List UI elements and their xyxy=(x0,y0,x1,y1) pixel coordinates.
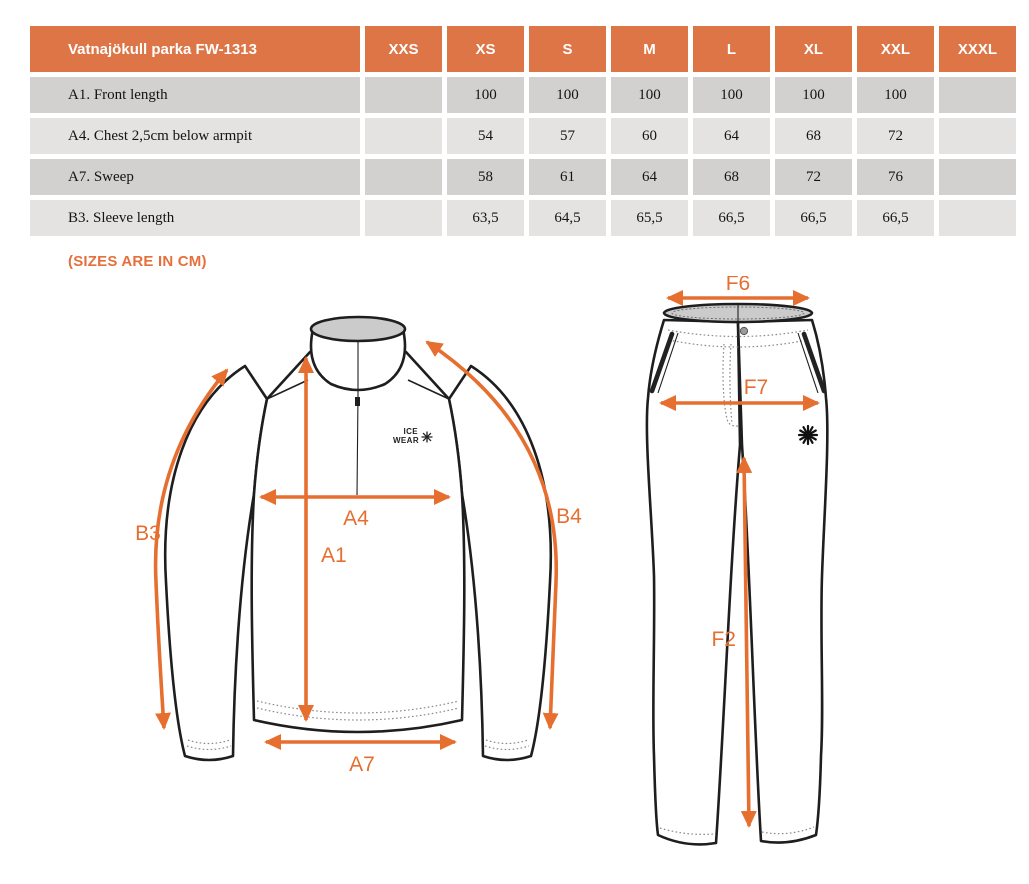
value-cell: 76 xyxy=(857,159,934,195)
fly-stitch xyxy=(729,343,733,425)
right-pocket-edge xyxy=(797,332,819,394)
label-a7: A7 xyxy=(349,753,375,776)
value-cell: 61 xyxy=(529,159,606,195)
right-pocket-opening xyxy=(801,331,827,394)
collar-opening xyxy=(309,315,407,343)
value-cell xyxy=(365,159,442,195)
row-label-sleeve-length: B3. Sleeve length xyxy=(30,200,360,236)
jacket-diagram: ICE WEAR A4 A1 B3 B4 A7 xyxy=(135,315,582,776)
waist-button xyxy=(739,326,749,336)
value-cell: 64 xyxy=(611,159,688,195)
value-cell xyxy=(939,77,1016,113)
arrow-b3 xyxy=(153,368,229,730)
waistband-stitch xyxy=(668,339,808,348)
value-cell: 68 xyxy=(693,159,770,195)
right-hem-stitch xyxy=(761,826,815,835)
value-cell xyxy=(939,159,1016,195)
arrow-b4 xyxy=(425,340,559,730)
zipper-line xyxy=(356,394,359,496)
left-hem-stitch xyxy=(659,827,715,835)
row-label-chest: A4. Chest 2,5cm below armpit xyxy=(30,118,360,154)
value-cell: 100 xyxy=(857,77,934,113)
hem-stitch xyxy=(256,707,460,721)
logo-text-wear: WEAR xyxy=(393,436,419,445)
size-table: Vatnajökull parka FW-1313 XXS XS S M L X… xyxy=(30,26,1016,236)
value-cell xyxy=(365,77,442,113)
label-f6: F6 xyxy=(726,276,751,295)
size-column-header-xxxl: XXXL xyxy=(939,26,1016,72)
pants-left-leg xyxy=(645,318,742,846)
crotch-seam xyxy=(737,321,741,446)
label-a4: A4 xyxy=(343,507,369,530)
measurement-diagrams: ICE WEAR A4 A1 B3 B4 A7 xyxy=(0,276,1029,884)
value-cell: 66,5 xyxy=(775,200,852,236)
left-cuff-stitch xyxy=(186,745,232,751)
value-cell: 64 xyxy=(693,118,770,154)
value-cell: 100 xyxy=(693,77,770,113)
label-b4: B4 xyxy=(556,505,582,528)
sizes-in-cm-note: (SIZES ARE IN CM) xyxy=(68,253,207,270)
table-title: Vatnajökull parka FW-1313 xyxy=(30,26,360,72)
label-f7: F7 xyxy=(744,376,769,399)
value-cell: 66,5 xyxy=(693,200,770,236)
snowflake-icon xyxy=(797,424,819,446)
value-cell: 65,5 xyxy=(611,200,688,236)
value-cell: 100 xyxy=(529,77,606,113)
size-column-header-xxs: XXS xyxy=(365,26,442,72)
logo-text-ice: ICE xyxy=(403,427,418,436)
value-cell: 54 xyxy=(447,118,524,154)
value-cell: 72 xyxy=(857,118,934,154)
waistband-stitch xyxy=(667,329,809,338)
size-column-header-l: L xyxy=(693,26,770,72)
value-cell: 100 xyxy=(611,77,688,113)
value-cell xyxy=(365,118,442,154)
value-cell: 68 xyxy=(775,118,852,154)
left-pocket-edge xyxy=(657,332,679,394)
value-cell: 60 xyxy=(611,118,688,154)
value-cell: 63,5 xyxy=(447,200,524,236)
value-cell xyxy=(939,118,1016,154)
value-cell: 66,5 xyxy=(857,200,934,236)
size-column-header-xs: XS xyxy=(447,26,524,72)
value-cell: 100 xyxy=(775,77,852,113)
logo-snowflake-icon xyxy=(421,431,433,443)
value-cell: 58 xyxy=(447,159,524,195)
arrow-f2 xyxy=(736,456,757,828)
right-cuff-stitch xyxy=(485,739,529,745)
size-column-header-xl: XL xyxy=(775,26,852,72)
fly-stitch xyxy=(722,343,739,427)
value-cell: 64,5 xyxy=(529,200,606,236)
right-cuff-stitch xyxy=(484,745,530,751)
pants-diagram: F6 F7 F2 xyxy=(645,276,829,846)
label-b3: B3 xyxy=(135,522,161,545)
row-label-front-length: A1. Front length xyxy=(30,77,360,113)
value-cell: 100 xyxy=(447,77,524,113)
value-cell: 57 xyxy=(529,118,606,154)
row-label-sweep: A7. Sweep xyxy=(30,159,360,195)
label-f2: F2 xyxy=(711,628,736,651)
hem-stitch xyxy=(256,700,460,714)
zipper-pull xyxy=(355,397,360,406)
value-cell: 72 xyxy=(775,159,852,195)
label-a1: A1 xyxy=(321,544,347,567)
value-cell xyxy=(365,200,442,236)
left-pocket-opening xyxy=(649,331,675,394)
value-cell xyxy=(939,200,1016,236)
left-cuff-stitch xyxy=(187,739,231,745)
size-column-header-m: M xyxy=(611,26,688,72)
size-column-header-xxl: XXL xyxy=(857,26,934,72)
size-column-header-s: S xyxy=(529,26,606,72)
